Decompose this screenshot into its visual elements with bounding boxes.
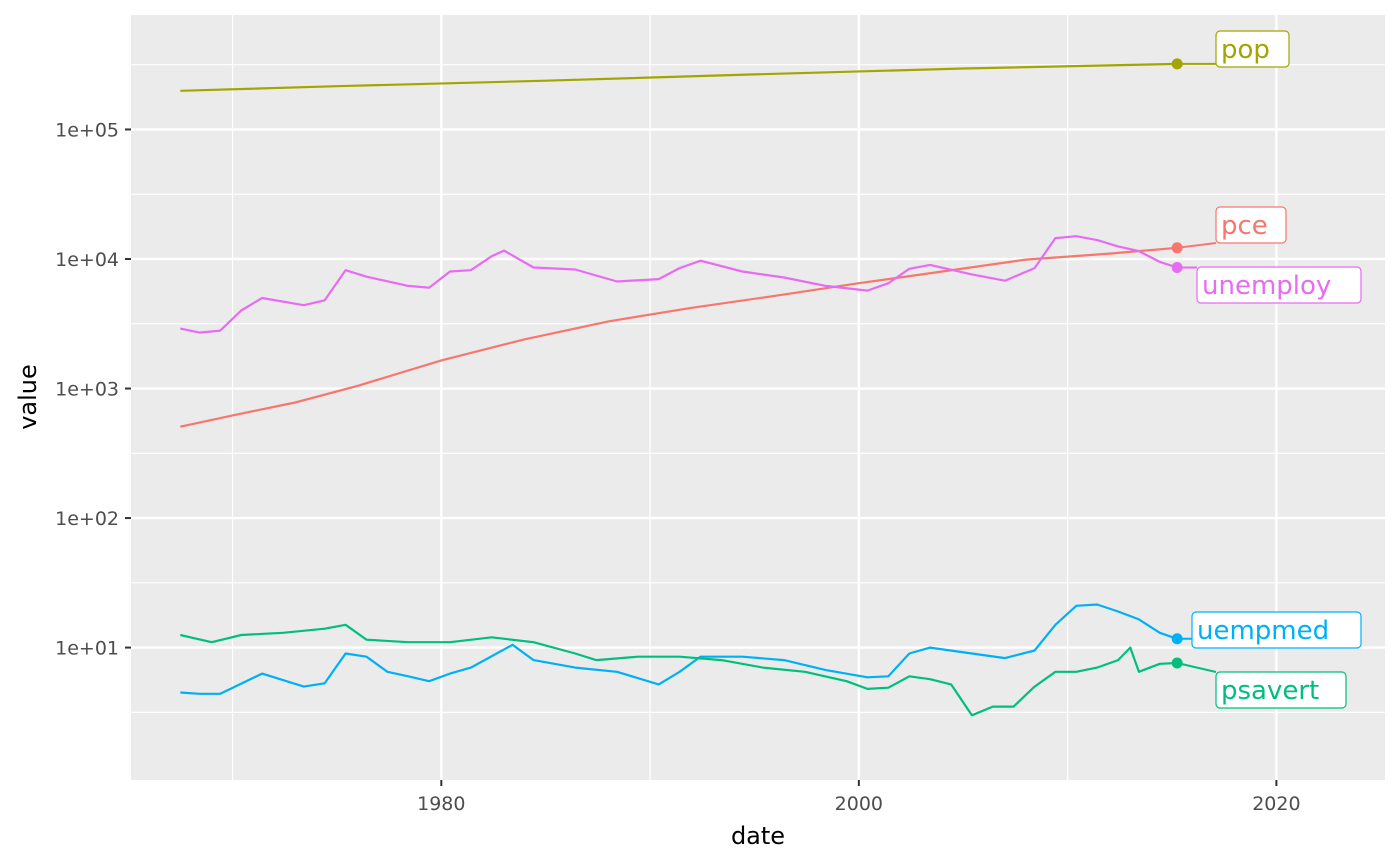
endpoint-marker-uempmed — [1171, 633, 1183, 645]
y-tick-label: 1e+05 — [55, 119, 119, 141]
label-connector-psavert — [1176, 662, 1217, 673]
label-connector-pce — [1177, 242, 1217, 249]
endpoint-marker-pop — [1171, 58, 1183, 70]
series-label-box-psavert — [1215, 671, 1347, 709]
series-line-psavert — [180, 623, 1178, 717]
series-line-unemploy — [180, 235, 1178, 334]
endpoint-marker-pce — [1171, 242, 1183, 254]
x-axis-title: date — [731, 822, 785, 850]
series-label-box-uempmed — [1191, 611, 1362, 649]
series-label-pop: pop — [1221, 35, 1270, 65]
x-axis-ticks: 1980 2000 2020 — [417, 780, 1301, 815]
x-tick-label: 2000 — [835, 793, 883, 815]
series-label-box-unemploy — [1196, 266, 1362, 304]
y-tick-label: 1e+02 — [55, 508, 119, 530]
series-label-pce: pce — [1221, 211, 1268, 241]
y-tick-label: 1e+04 — [55, 249, 119, 271]
endpoint-marker-unemploy — [1171, 261, 1183, 273]
y-axis-ticks: 1e+01 1e+02 1e+03 1e+04 1e+05 — [55, 119, 131, 660]
series-lines — [180, 62, 1178, 717]
series-line-pop — [180, 62, 1178, 92]
y-tick-label: 1e+01 — [55, 638, 119, 660]
x-tick-label: 1980 — [417, 793, 465, 815]
series-line-uempmed — [180, 603, 1178, 695]
series-label-unemploy: unemploy — [1202, 271, 1331, 301]
minor-grid — [131, 15, 1385, 780]
endpoint-markers — [1171, 58, 1183, 669]
plot-panel — [131, 15, 1385, 780]
y-tick-label: 1e+03 — [55, 379, 119, 401]
series-labels: pop pce unemploy uempmed psavert — [1191, 30, 1362, 709]
series-line-pce — [180, 246, 1178, 428]
endpoint-marker-psavert — [1171, 657, 1183, 669]
series-label-box-pce — [1215, 206, 1287, 244]
series-label-box-pop — [1215, 30, 1290, 68]
series-label-uempmed: uempmed — [1197, 616, 1329, 646]
major-grid — [131, 15, 1385, 780]
y-axis-title: value — [14, 364, 42, 430]
x-tick-label: 2020 — [1252, 793, 1300, 815]
series-label-psavert: psavert — [1221, 676, 1319, 706]
